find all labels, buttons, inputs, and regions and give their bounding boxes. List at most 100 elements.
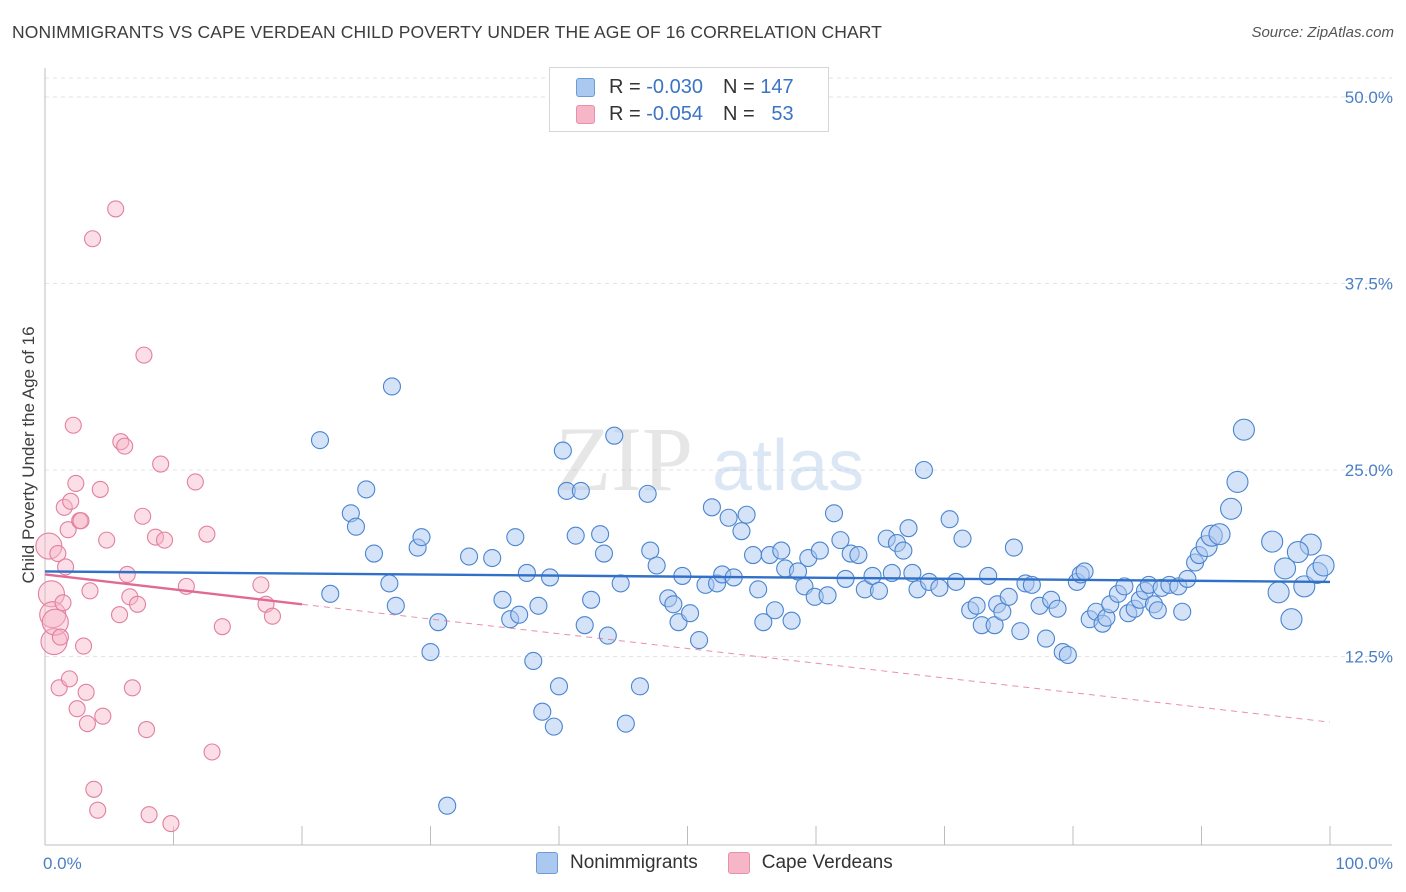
- data-point-nonimmigrants: [831, 531, 850, 550]
- data-point-cape-verdeans: [137, 721, 156, 739]
- data-point-nonimmigrants: [772, 541, 791, 560]
- data-point-nonimmigrants: [483, 548, 502, 568]
- legend-swatch-blue: [576, 77, 595, 97]
- data-point-cape-verdeans: [118, 565, 136, 583]
- data-point-nonimmigrants: [993, 602, 1012, 621]
- data-point-nonimmigrants: [412, 528, 431, 547]
- data-point-nonimmigrants: [421, 642, 440, 662]
- data-point-nonimmigrants: [810, 541, 829, 560]
- data-point-nonimmigrants: [540, 568, 560, 587]
- data-point-nonimmigrants: [849, 545, 868, 565]
- data-point-nonimmigrants: [549, 677, 569, 696]
- data-point-nonimmigrants: [899, 519, 918, 538]
- data-point-cape-verdeans: [213, 618, 231, 636]
- data-point-nonimmigrants: [1226, 470, 1249, 493]
- data-point-cape-verdeans: [89, 801, 107, 819]
- data-point-nonimmigrants: [737, 505, 756, 524]
- data-point-nonimmigrants: [582, 590, 601, 609]
- trend-line-cape-verdeans-extended: [301, 603, 1331, 723]
- data-point-cape-verdeans: [186, 473, 204, 491]
- data-point-nonimmigrants: [1273, 557, 1297, 580]
- bottom-legend-swatch-pink: [727, 852, 750, 874]
- data-point-cape-verdeans: [78, 715, 96, 733]
- data-point-nonimmigrants: [346, 517, 366, 536]
- bottom-legend-cape-verdeans: Cape Verdeans: [727, 852, 893, 874]
- data-point-nonimmigrants: [1036, 629, 1056, 648]
- bottom-legend-nonimmigrants: Nonimmigrants: [536, 852, 698, 874]
- data-point-nonimmigrants: [930, 578, 949, 597]
- data-point-nonimmigrants: [459, 547, 479, 566]
- data-point-nonimmigrants: [1148, 601, 1167, 620]
- source-label: Source: ZipAtlas.com: [1251, 24, 1394, 41]
- data-point-nonimmigrants: [863, 566, 882, 585]
- data-point-nonimmigrants: [364, 544, 384, 563]
- data-point-cape-verdeans: [107, 200, 125, 218]
- data-point-nonimmigrants: [1075, 562, 1094, 581]
- trend-line-cape-verdeans: [44, 573, 303, 606]
- legend-r-label: R =: [609, 102, 641, 125]
- data-point-nonimmigrants: [1286, 541, 1309, 564]
- data-point-nonimmigrants: [1178, 569, 1197, 588]
- data-point-nonimmigrants: [524, 651, 543, 671]
- data-point-nonimmigrants: [1220, 497, 1243, 520]
- data-point-cape-verdeans: [152, 455, 170, 473]
- data-point-cape-verdeans: [72, 512, 90, 530]
- data-point-cape-verdeans: [49, 545, 67, 563]
- data-point-nonimmigrants: [380, 574, 399, 593]
- axes: [44, 68, 1392, 846]
- bottom-legend-label: Cape Verdeans: [761, 852, 893, 873]
- data-point-nonimmigrants: [575, 616, 594, 635]
- data-point-nonimmigrants: [566, 526, 585, 545]
- data-point-cape-verdeans: [140, 806, 158, 824]
- data-point-nonimmigrants: [732, 522, 751, 541]
- legend: R = -0.030 N = 147 R = -0.054 N = 53: [549, 67, 829, 132]
- data-point-nonimmigrants: [529, 596, 548, 615]
- x-tick-label: 100.0%: [1335, 854, 1393, 873]
- data-point-nonimmigrants: [517, 563, 536, 582]
- trend-line-nonimmigrants: [44, 570, 1331, 584]
- data-point-nonimmigrants: [1208, 523, 1231, 546]
- watermark-atlas: atlas: [712, 426, 864, 506]
- legend-row-cape-verdeans: R = -0.054 N = 53: [576, 101, 794, 127]
- data-point-nonimmigrants: [754, 613, 773, 632]
- legend-r-value: -0.054: [646, 102, 703, 125]
- data-point-nonimmigrants: [702, 498, 721, 517]
- data-point-cape-verdeans: [252, 576, 270, 594]
- data-point-cape-verdeans: [51, 628, 69, 646]
- data-point-cape-verdeans: [54, 594, 72, 612]
- legend-n-label: N =: [722, 102, 755, 125]
- data-point-nonimmigrants: [1261, 530, 1284, 553]
- data-point-nonimmigrants: [664, 595, 683, 614]
- data-point-nonimmigrants: [506, 528, 525, 547]
- data-point-nonimmigrants: [1004, 538, 1023, 557]
- data-point-nonimmigrants: [940, 510, 959, 529]
- legend-row-nonimmigrants: R = -0.030 N = 147: [576, 74, 794, 100]
- data-point-nonimmigrants: [594, 544, 614, 563]
- data-point-nonimmigrants: [382, 377, 402, 396]
- data-point-cape-verdeans: [98, 531, 116, 549]
- data-point-nonimmigrants: [1011, 622, 1030, 641]
- data-point-nonimmigrants: [641, 541, 660, 560]
- data-point-nonimmigrants: [743, 545, 763, 565]
- data-point-nonimmigrants: [533, 702, 552, 721]
- data-point-nonimmigrants: [782, 611, 801, 630]
- data-point-cape-verdeans: [62, 492, 80, 510]
- data-point-cape-verdeans: [198, 525, 216, 543]
- data-point-nonimmigrants: [571, 481, 590, 500]
- legend-r-value: -0.030: [646, 75, 703, 98]
- nonimmigrants-points: [310, 377, 1335, 815]
- trend-lines: [44, 570, 1331, 723]
- data-point-cape-verdeans: [67, 474, 85, 492]
- data-point-cape-verdeans: [77, 683, 95, 701]
- data-point-cape-verdeans: [91, 480, 109, 498]
- data-point-nonimmigrants: [493, 590, 512, 609]
- data-point-nonimmigrants: [818, 586, 837, 605]
- watermark: ZIP atlas: [555, 408, 864, 510]
- y-axis-label: Child Poverty Under the Age of 16: [19, 326, 38, 583]
- data-point-nonimmigrants: [321, 584, 340, 603]
- data-point-nonimmigrants: [310, 431, 330, 450]
- data-point-nonimmigrants: [630, 677, 650, 696]
- data-point-nonimmigrants: [605, 426, 624, 445]
- data-point-nonimmigrants: [611, 574, 630, 593]
